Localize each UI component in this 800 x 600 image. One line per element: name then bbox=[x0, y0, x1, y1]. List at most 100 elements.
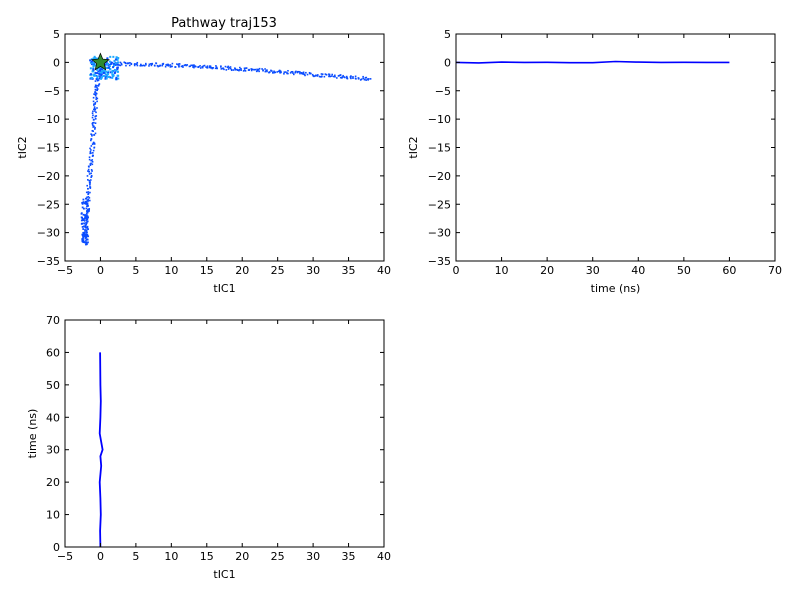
panel-tic2-vs-time: 0 10 20 30 40 50 60 70 −35 −30 −25 −20 −15 −10 −5 0 5 ti… bbox=[407, 28, 782, 295]
p1-point bbox=[92, 96, 95, 99]
p1-point bbox=[85, 239, 87, 242]
p1-point bbox=[193, 64, 195, 66]
p1-point bbox=[84, 234, 86, 236]
p1-point bbox=[109, 55, 112, 58]
p1-point bbox=[262, 69, 264, 72]
p1-point bbox=[201, 65, 204, 68]
p1-point bbox=[206, 66, 209, 69]
p1-point bbox=[83, 225, 85, 228]
p1-point bbox=[169, 66, 172, 68]
p1-point bbox=[87, 241, 89, 244]
p1-point bbox=[360, 78, 363, 81]
p1-point bbox=[148, 65, 150, 67]
p1-point bbox=[352, 76, 354, 78]
p1-point bbox=[240, 67, 242, 70]
p1-point bbox=[98, 73, 101, 76]
p1-point bbox=[90, 175, 93, 178]
p1-point bbox=[154, 64, 156, 67]
p1-point bbox=[264, 70, 267, 73]
p1-point bbox=[85, 191, 88, 194]
p1-point bbox=[183, 64, 186, 67]
p1-point bbox=[92, 63, 95, 66]
p1-point bbox=[100, 76, 103, 79]
p1-point bbox=[87, 168, 90, 171]
p1-point bbox=[185, 64, 188, 67]
p1-point bbox=[89, 73, 92, 76]
p1-point bbox=[136, 63, 138, 66]
p3-ytick-label: 20 bbox=[46, 476, 60, 489]
p1-point bbox=[112, 66, 115, 69]
p1-point bbox=[87, 187, 89, 190]
p1-point bbox=[362, 77, 365, 80]
p1-point bbox=[354, 75, 357, 78]
p1-y-axis-label: tIC2 bbox=[16, 136, 29, 158]
p1-point bbox=[88, 199, 91, 202]
p1-point bbox=[301, 73, 304, 75]
p1-point bbox=[85, 222, 87, 224]
p1-point bbox=[90, 162, 92, 165]
p1-point bbox=[124, 62, 127, 65]
p1-point bbox=[334, 74, 336, 77]
p1-point bbox=[223, 68, 225, 71]
p1-point bbox=[102, 69, 105, 72]
p1-point bbox=[190, 64, 192, 67]
p1-xtick-label: 40 bbox=[377, 264, 391, 277]
p1-point bbox=[87, 228, 89, 231]
p1-point bbox=[84, 235, 87, 238]
p1-point bbox=[214, 67, 217, 70]
p1-point bbox=[85, 243, 88, 246]
p1-point bbox=[93, 125, 95, 128]
p1-point bbox=[184, 64, 187, 66]
p1-point bbox=[104, 77, 107, 80]
p1-point bbox=[88, 158, 91, 161]
p1-point bbox=[240, 69, 242, 72]
p1-point bbox=[85, 234, 88, 237]
p1-point bbox=[191, 64, 194, 67]
p1-point bbox=[155, 62, 157, 64]
p1-point bbox=[87, 195, 90, 198]
p1-point bbox=[345, 75, 348, 78]
p1-ytick-label: 5 bbox=[53, 28, 60, 41]
p1-point bbox=[346, 77, 349, 80]
p1-point bbox=[140, 63, 142, 66]
p1-point bbox=[94, 94, 97, 96]
p1-point bbox=[285, 71, 287, 73]
p1-point bbox=[88, 170, 90, 173]
p3-ytick-label: 30 bbox=[46, 444, 60, 457]
p1-point bbox=[201, 66, 204, 69]
p1-point bbox=[92, 61, 95, 64]
p3-xtick-label: 15 bbox=[200, 550, 214, 563]
p1-point bbox=[91, 134, 93, 137]
p1-point bbox=[86, 231, 88, 234]
p1-point bbox=[314, 75, 316, 77]
p1-ytick-label: −15 bbox=[37, 142, 60, 155]
p1-point bbox=[95, 75, 98, 77]
p1-point bbox=[85, 218, 88, 220]
p1-point bbox=[287, 69, 289, 72]
p1-point bbox=[170, 65, 172, 68]
p1-point bbox=[96, 107, 98, 109]
p1-point bbox=[192, 66, 194, 68]
p1-point bbox=[363, 78, 366, 81]
p1-point bbox=[220, 68, 223, 70]
p1-point bbox=[89, 179, 92, 181]
p2-ytick-label: 0 bbox=[444, 56, 451, 69]
p1-point bbox=[89, 191, 91, 194]
p1-point bbox=[167, 64, 170, 67]
p1-point bbox=[96, 68, 99, 71]
p1-point bbox=[276, 71, 279, 73]
p3-xtick-label: 35 bbox=[342, 550, 356, 563]
p1-point bbox=[91, 129, 94, 132]
p1-ytick-label: −25 bbox=[37, 198, 60, 211]
p1-point bbox=[325, 73, 328, 76]
p1-point bbox=[84, 229, 86, 231]
p1-point bbox=[90, 159, 92, 162]
p1-point bbox=[83, 207, 85, 210]
p3-ytick-label: 10 bbox=[46, 509, 60, 522]
p3-xtick-label: 10 bbox=[164, 550, 178, 563]
p1-point bbox=[81, 238, 84, 241]
p1-point bbox=[87, 179, 89, 181]
p1-point bbox=[230, 69, 233, 71]
p1-point bbox=[81, 222, 84, 225]
p1-point bbox=[100, 71, 103, 74]
